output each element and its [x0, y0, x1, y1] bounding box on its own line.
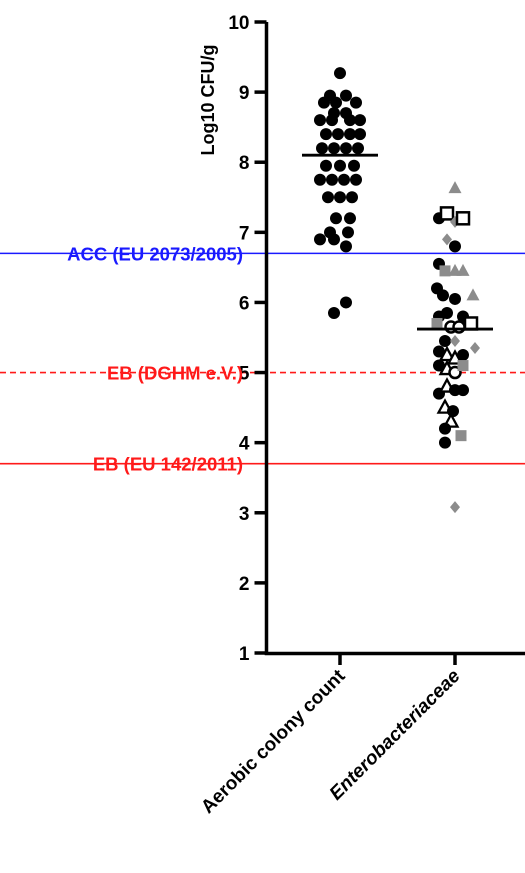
data-point-filled-circle	[354, 128, 366, 141]
data-point-filled-circle	[314, 173, 326, 186]
y-tick-label: 10	[228, 13, 249, 34]
data-point-filled-circle	[352, 142, 364, 155]
data-point-filled-circle	[334, 67, 346, 80]
data-point-filled-circle	[334, 191, 346, 204]
data-point-grey-triangle	[456, 263, 470, 276]
data-point-filled-circle	[328, 233, 340, 246]
reference-line-label: ACC (EU 2073/2005)	[67, 243, 243, 264]
data-point-filled-circle	[449, 240, 461, 253]
y-tick-label: 6	[239, 293, 250, 314]
data-point-filled-circle	[439, 422, 451, 435]
data-point-grey-square	[457, 360, 469, 372]
x-ticks	[338, 653, 457, 665]
data-points	[314, 67, 480, 514]
data-point-filled-circle	[342, 226, 354, 239]
category-label: Enterobacteriaceae	[326, 665, 465, 804]
data-point-grey-square	[455, 430, 467, 442]
data-point-filled-circle	[348, 159, 360, 172]
data-point-filled-circle	[447, 405, 459, 418]
data-point-filled-circle	[314, 233, 326, 246]
data-point-filled-circle	[326, 114, 338, 127]
y-tick-label: 5	[239, 364, 250, 385]
y-tick-label: 9	[239, 83, 250, 104]
data-point-filled-circle	[457, 349, 469, 362]
y-tick-label: 8	[239, 153, 250, 174]
y-tick-label: 7	[239, 223, 250, 244]
y-tick-label: 1	[239, 644, 250, 665]
data-point-filled-circle	[322, 191, 334, 204]
reference-line-labels: ACC (EU 2073/2005) EB (DGHM e.V.) EB (EU 1…	[67, 243, 243, 474]
y-tick-label: 3	[239, 504, 250, 525]
y-axis-title: Log10 CFU/g	[198, 45, 218, 156]
y-axis: 1 2 3 4 5 6 7 8 9 10	[228, 13, 525, 665]
data-point-filled-circle	[340, 89, 352, 102]
y-ticks: 1 2 3 4 5 6 7 8 9 10	[228, 13, 267, 665]
reference-line-label: EB (DGHM e.V.)	[107, 363, 243, 384]
y-tick-label: 4	[239, 434, 250, 455]
category-label: Aerobic colony count	[197, 665, 350, 818]
data-point-filled-circle	[346, 191, 358, 204]
data-point-grey-triangle	[466, 288, 480, 301]
data-point-filled-circle	[433, 359, 445, 372]
data-point-grey-triangle	[448, 181, 462, 194]
reference-line-label: EB (EU 142/2011)	[93, 454, 243, 475]
data-point-grey-diamond	[442, 233, 452, 246]
data-point-filled-circle	[332, 128, 344, 141]
data-point-open-square	[439, 206, 455, 221]
data-point-filled-circle	[326, 173, 338, 186]
data-point-filled-circle	[320, 128, 332, 141]
data-point-filled-circle	[314, 114, 326, 127]
data-point-grey-diamond	[450, 501, 460, 514]
data-point-filled-circle	[328, 142, 340, 155]
data-point-filled-circle	[330, 96, 342, 109]
data-point-filled-circle	[320, 159, 332, 172]
median-lines	[302, 153, 493, 331]
data-point-filled-circle	[340, 240, 352, 253]
data-point-grey-square	[431, 317, 443, 329]
data-point-filled-circle	[350, 96, 362, 109]
data-point-filled-circle	[328, 306, 340, 319]
data-point-filled-circle	[316, 142, 328, 155]
data-point-filled-circle	[344, 114, 356, 127]
data-point-filled-circle	[441, 306, 453, 319]
data-point-filled-circle	[449, 292, 461, 305]
data-point-filled-circle	[340, 142, 352, 155]
data-point-open-square	[463, 316, 479, 331]
data-point-filled-circle	[334, 159, 346, 172]
data-point-filled-circle	[439, 335, 451, 348]
data-point-grey-diamond	[470, 342, 480, 355]
y-tick-label: 2	[239, 574, 250, 595]
data-point-filled-circle	[330, 212, 342, 225]
data-point-grey-diamond	[450, 335, 460, 348]
data-point-filled-circle	[338, 173, 350, 186]
data-point-open-circle	[452, 320, 466, 334]
data-point-filled-circle	[433, 345, 445, 358]
data-point-filled-circle	[350, 173, 362, 186]
data-point-grey-square	[439, 265, 451, 277]
data-point-filled-circle	[344, 128, 356, 141]
data-point-filled-circle	[340, 296, 352, 309]
data-point-open-square	[455, 211, 471, 226]
data-point-filled-circle	[439, 436, 451, 449]
data-point-filled-circle	[457, 384, 469, 397]
data-point-filled-circle	[344, 212, 356, 225]
data-point-filled-circle	[354, 114, 366, 127]
data-point-filled-circle	[437, 289, 449, 302]
data-point-filled-circle	[318, 96, 330, 109]
